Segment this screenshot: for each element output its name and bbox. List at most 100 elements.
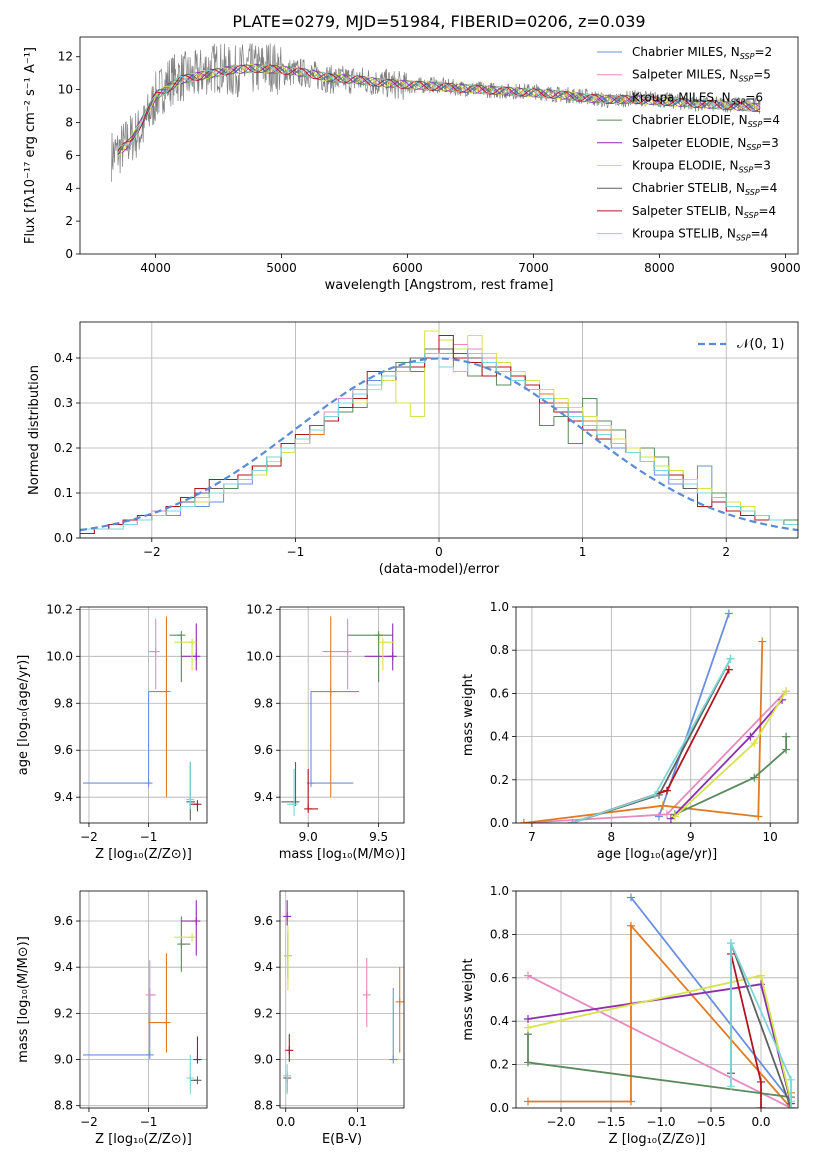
plot-area (80, 330, 798, 538)
error-bar-marker (169, 631, 186, 683)
mass-weight-point (787, 1075, 795, 1084)
plot-area (111, 42, 761, 182)
x-tick-label: 4000 (140, 261, 171, 275)
y-tick-label: 0.2 (490, 773, 509, 787)
x-axis-label: age [log₁₀(age/yr)] (597, 847, 718, 862)
x-axis-label: Z [log₁₀(Z/Z⊙)] (95, 1132, 192, 1147)
mass-weight-point (757, 971, 765, 980)
y-tick-label: 0.0 (54, 531, 73, 545)
y-tick-label: 9.2 (54, 1006, 73, 1020)
y-axis-label: age [log₁₀(age/yr)] (16, 655, 31, 776)
legend-label: Chabrier ELODIE, NSSP=4 (632, 113, 780, 129)
residuals-panel: −2 −1 0 1 2 0.0 0.1 0.2 0.3 0.4 (data-model)/error… (27, 321, 799, 577)
error-bar-marker (193, 1036, 202, 1064)
y-tick-label: 9.2 (254, 1006, 273, 1020)
y-tick-label: 4 (65, 181, 73, 195)
x-tick-label: 0.0 (751, 1115, 770, 1129)
x-axis-label: Z [log₁₀(Z/Z⊙)] (95, 847, 192, 862)
mass-vs-EBV-panel: 0.0 0.1 8.8 9.0 9.2 9.4 9.6 E(B-V) (254, 890, 405, 1147)
error-bar-marker (285, 1034, 294, 1062)
x-tick-label: 7000 (518, 261, 549, 275)
y-tick-label: 0.4 (490, 730, 509, 744)
y-tick-label: 9.6 (254, 914, 273, 928)
y-axis-label: Flux [fλ10⁻¹⁷ erg cm⁻² s⁻¹ A⁻¹] (23, 47, 38, 244)
x-axis-label: Z [log₁₀(Z/Z⊙)] (609, 1132, 706, 1147)
y-tick-label: 10.0 (246, 649, 273, 663)
error-bar-marker (181, 623, 201, 671)
legend-label: Kroupa ELODIE, NSSP=3 (632, 159, 771, 175)
x-tick-label: −1 (140, 1115, 158, 1129)
mass-weight-line (674, 736, 787, 816)
spectrum-panel: 4000 5000 6000 7000 8000 9000 0 2 4 6 8 10 12 wavelen… (23, 36, 801, 293)
x-tick-label: −1.0 (646, 1115, 675, 1129)
mass-weight-point (757, 1077, 765, 1086)
spectrum-legend: Chabrier MILES, NSSP=2 Salpeter MILES, NS… (597, 45, 780, 243)
axes-frame (515, 606, 799, 824)
y-tick-label: 12 (58, 50, 73, 64)
error-bar-marker (148, 953, 171, 1053)
mass-weight-point (627, 921, 635, 930)
y-tick-label: 1.0 (490, 884, 509, 898)
mass-weight-point (524, 1023, 532, 1032)
mass-weight-point (524, 1015, 532, 1024)
error-bar-marker (347, 631, 393, 683)
axes-frame (79, 321, 799, 539)
x-axis-label: mass [log₁₀(M/M⊙)] (279, 847, 406, 862)
mass-weight-point (567, 819, 576, 823)
plot-area (82, 900, 202, 1095)
y-tick-label: 0.2 (490, 1058, 509, 1072)
x-tick-label: −2.0 (546, 1115, 575, 1129)
mass-weight-point (727, 1082, 735, 1091)
x-axis-label: (data-model)/error (379, 562, 500, 577)
axes-frame (515, 890, 799, 1109)
y-tick-label: 0.6 (490, 971, 509, 985)
y-tick-label: 6 (65, 148, 73, 162)
axes-frame (279, 606, 405, 824)
x-tick-label: −0.5 (696, 1115, 725, 1129)
x-tick-label: −1.5 (596, 1115, 625, 1129)
mass-weight-point (724, 609, 733, 618)
x-tick-label: 8000 (644, 261, 675, 275)
y-tick-label: 8.8 (254, 1099, 273, 1113)
mass-weight-point (627, 893, 635, 902)
x-tick-label: 9 (687, 830, 695, 844)
y-tick-label: 0.0 (490, 816, 509, 830)
error-bar-marker (145, 960, 156, 1018)
error-bar-marker (287, 769, 299, 816)
error-bar-marker (174, 638, 197, 671)
y-axis-label: mass weight (461, 674, 476, 756)
y-axis-label: mass weight (461, 958, 476, 1040)
error-bar-marker (82, 691, 153, 788)
legend-label: Chabrier MILES, NSSP=2 (632, 45, 772, 61)
error-bar-marker (148, 616, 171, 798)
y-tick-label: 9.0 (54, 1053, 73, 1067)
mass-weight-point (658, 801, 667, 810)
error-bar-marker (378, 638, 395, 671)
y-tick-label: 10 (58, 83, 73, 97)
y-tick-label: 9.4 (254, 960, 273, 974)
y-tick-label: 9.8 (54, 696, 73, 710)
x-axis-label: wavelength [Angstrom, rest frame] (325, 278, 554, 293)
normal-reference-curve (80, 357, 798, 532)
x-tick-label: 0.0 (276, 1115, 295, 1129)
error-bar-marker (283, 1064, 292, 1095)
x-axis-label: E(B-V) (322, 1132, 362, 1147)
x-tick-label: 9.5 (369, 830, 388, 844)
error-bar-marker (362, 957, 371, 1028)
y-tick-label: 0.8 (490, 643, 509, 657)
error-bar-marker (322, 618, 352, 690)
y-tick-label: 9.6 (54, 914, 73, 928)
mass-weight-point (757, 1104, 765, 1108)
mass-weight-point (750, 739, 759, 748)
plot-area (82, 616, 202, 821)
error-bar-marker (307, 691, 354, 788)
x-tick-label: 1 (579, 545, 587, 559)
x-tick-label: 10 (763, 830, 778, 844)
x-tick-label: 0 (435, 545, 443, 559)
y-tick-label: 0 (65, 247, 73, 261)
plot-area (519, 609, 791, 823)
y-tick-label: 0.8 (490, 927, 509, 941)
error-bar-marker (389, 987, 398, 1064)
mass-weight-point (782, 687, 791, 696)
